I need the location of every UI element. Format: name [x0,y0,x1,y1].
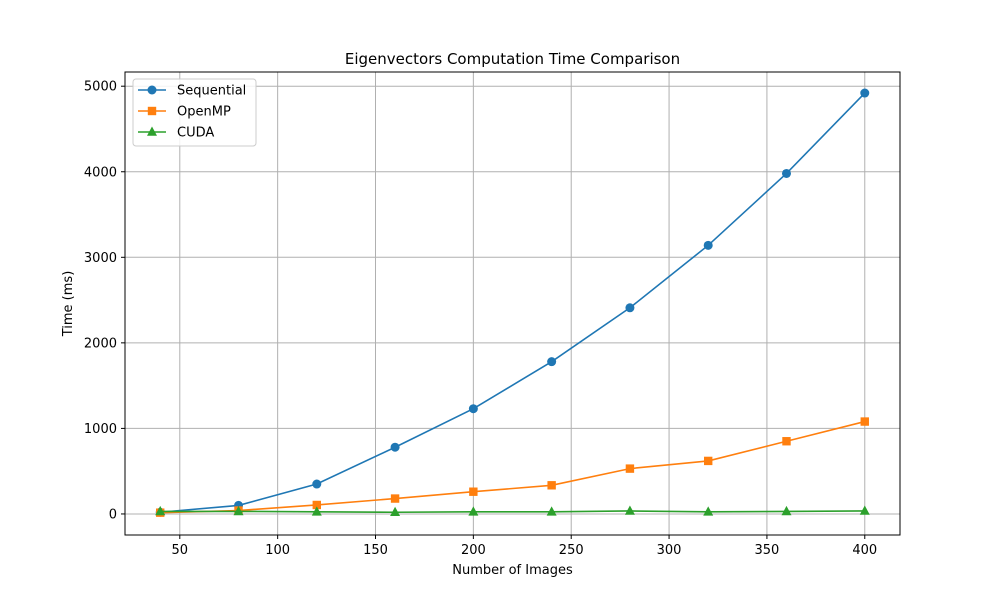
legend: Sequential OpenMP CUDA [132,78,257,147]
series-layer [155,88,870,517]
legend-box [132,78,257,147]
x-tick-label: 300 [657,543,682,558]
data-point-openmp [625,464,635,473]
data-point-cuda [390,506,401,517]
y-tick-label: 2000 [84,336,117,351]
x-axis-label: Number of Images [452,563,573,578]
data-point-sequential [625,303,635,313]
data-point-sequential [703,240,713,250]
ticks: 50 100 150 200 250 300 350 40001000200030004000… [84,80,877,558]
series-sequential [155,88,870,517]
data-point-sequential [390,442,400,452]
data-point-openmp [547,481,556,490]
series-cuda [155,505,870,517]
y-tick-label: 5000 [84,80,117,95]
y-tick-label: 0 [109,507,117,522]
data-point-cuda [155,505,166,516]
data-point-sequential [468,404,478,414]
legend-entry-cuda: CUDA [138,126,214,141]
series-line-cuda [160,510,865,514]
plot-frame [124,71,901,536]
y-tick-label: 3000 [84,251,117,266]
x-tick-label: 200 [461,543,486,558]
data-point-sequential [860,88,870,98]
legend-marker-cuda [147,126,157,136]
data-point-openmp [390,494,400,503]
data-point-cuda [546,506,557,516]
legend-label-openmp: OpenMP [177,105,231,120]
grid [125,72,900,535]
data-point-cuda [624,505,635,515]
data-point-sequential [781,168,791,178]
series-line-openmp [160,420,865,514]
x-tick-label: 400 [852,543,877,558]
data-point-sequential [547,357,557,367]
data-point-cuda [781,505,792,516]
series-line-sequential [160,92,866,514]
data-point-cuda [859,505,870,515]
data-point-openmp [860,417,869,426]
series-openmp [156,417,869,517]
y-tick-label: 1000 [84,422,117,437]
legend-entry-sequential: Sequential [138,84,246,99]
legend-label-sequential: Sequential [177,84,246,99]
data-point-openmp [782,437,791,446]
y-axis-label: Time (ms) [61,271,76,338]
data-point-cuda [233,505,244,516]
data-point-cuda [311,506,322,516]
data-point-openmp [469,487,478,496]
data-point-cuda [703,506,714,516]
legend-entry-openmp: OpenMP [138,105,231,120]
legend-marker-sequential [147,85,157,95]
chart-title: Eigenvectors Computation Time Comparison [345,50,680,68]
y-tick-label: 4000 [84,165,117,180]
legend-marker-openmp [147,106,157,116]
data-point-sequential [312,479,322,489]
x-tick-label: 350 [755,543,780,558]
data-point-openmp [312,500,321,510]
legend-label-cuda: CUDA [177,126,214,141]
x-tick-label: 250 [559,543,584,558]
x-tick-label: 150 [363,543,388,558]
x-tick-label: 100 [265,543,290,558]
data-point-cuda [468,506,479,516]
x-tick-label: 50 [172,543,189,558]
data-point-openmp [704,456,713,466]
